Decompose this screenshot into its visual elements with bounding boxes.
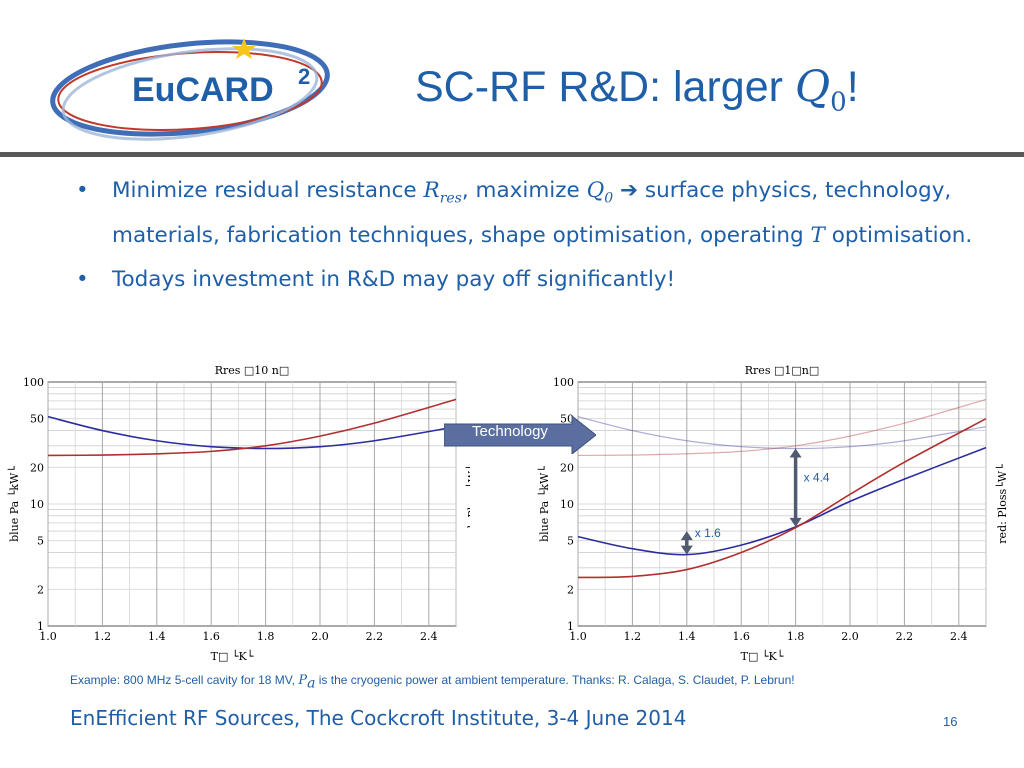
series-line — [47, 398, 457, 457]
y-tick-label: 100 — [553, 376, 574, 389]
x-axis-label: T□ └K└ — [211, 649, 254, 663]
star-icon — [232, 38, 256, 59]
y-axis-label-left: blue Pa └kW└ — [537, 466, 551, 542]
y-tick-label: 2 — [37, 583, 44, 596]
x-tick-label: 2.0 — [311, 630, 329, 643]
x-tick-label: 2.2 — [366, 630, 384, 643]
y-tick-label: 20 — [30, 461, 44, 474]
figure-caption: Example: 800 MHz 5-cell cavity for 18 MV… — [70, 673, 795, 692]
chart-left: 1.0 1.2 1.4 1.6 1.8 2.0 2.2 2.4 1 2 5 10 20 50 100 Rres… — [0, 356, 470, 668]
bullet-list: Minimize residual resistance Rres, maxim… — [70, 172, 990, 305]
page-number: 16 — [943, 714, 958, 729]
x-tick-label: 1.6 — [202, 630, 220, 643]
x-tick-label: 1.4 — [678, 630, 696, 643]
x-tick-label: 1.2 — [624, 630, 642, 643]
x-tick-label: 2.4 — [420, 630, 438, 643]
x-tick-label: 1.8 — [787, 630, 805, 643]
x-tick-label: 2.0 — [841, 630, 859, 643]
logo-text: EuCARD — [132, 71, 274, 109]
x-tick-label: 2.2 — [896, 630, 914, 643]
chart-title: Rres □10 n□ — [215, 364, 290, 377]
y-tick-label: 50 — [560, 413, 574, 426]
x-tick-label: 1.0 — [39, 630, 57, 643]
y-tick-label: 5 — [37, 535, 44, 548]
chart-right: 1.0 1.2 1.4 1.6 1.8 2.0 2.2 2.4 1 2 5 10 20 50 100 x 4.… — [530, 356, 1008, 668]
x-tick-label: 1.4 — [148, 630, 166, 643]
y-tick-label: 20 — [560, 461, 574, 474]
chart-title: Rres □1□n□ — [745, 364, 819, 377]
arrow-head — [680, 531, 693, 541]
annotation-label: x 4.4 — [804, 471, 830, 485]
series-line — [577, 418, 987, 579]
arrow-head — [789, 517, 802, 527]
y-tick-label: 10 — [560, 498, 574, 511]
footer-text: EnEfficient RF Sources, The Cockcroft In… — [70, 706, 687, 730]
arrow-head — [680, 545, 693, 555]
y-tick-label: 100 — [23, 376, 44, 389]
y-axis-label-left: blue Pa └kW└ — [7, 466, 21, 542]
x-tick-label: 2.4 — [950, 630, 968, 643]
annotation-label: x 1.6 — [695, 526, 721, 540]
series-line — [577, 446, 987, 556]
y-axis-label-right: red: Ploss└W└ — [995, 464, 1008, 544]
technology-arrow — [444, 416, 596, 454]
arrow-head — [789, 448, 802, 458]
technology-label: Technology — [472, 423, 548, 440]
y-tick-label: 2 — [567, 583, 574, 596]
x-tick-label: 1.0 — [569, 630, 587, 643]
logo-superscript: 2 — [298, 64, 310, 89]
bullet-item: Minimize residual resistance Rres, maxim… — [70, 172, 990, 255]
eucard-logo: EuCARD 2 — [50, 38, 330, 141]
x-tick-label: 1.2 — [94, 630, 112, 643]
x-axis-label: T□ └K└ — [741, 649, 784, 663]
page-title: SC-RF R&D: larger Q0! — [415, 62, 859, 118]
x-tick-label: 1.8 — [257, 630, 275, 643]
y-tick-label: 1 — [37, 620, 44, 633]
title-divider — [0, 152, 1024, 157]
series-line — [577, 416, 987, 450]
y-tick-label: 50 — [30, 413, 44, 426]
bullet-item: Todays investment in R&D may pay off sig… — [70, 261, 990, 299]
y-axis-label-right: red: Ploss└W└ — [465, 464, 470, 544]
y-tick-label: 1 — [567, 620, 574, 633]
x-tick-label: 1.6 — [732, 630, 750, 643]
y-tick-label: 10 — [30, 498, 44, 511]
y-tick-label: 5 — [567, 535, 574, 548]
series-line — [577, 398, 987, 457]
